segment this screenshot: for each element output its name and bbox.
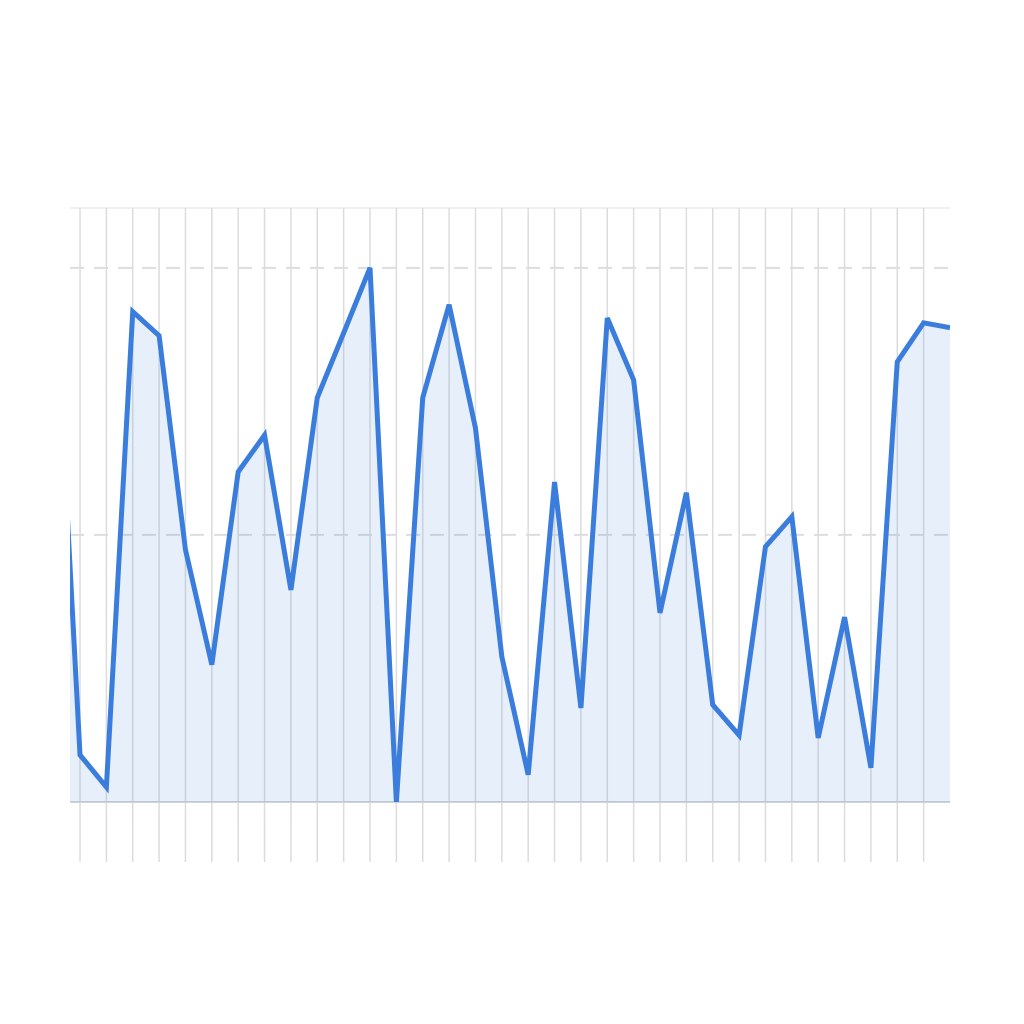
plot-area — [70, 266, 950, 802]
area-fill — [70, 267, 950, 802]
line — [70, 266, 950, 802]
